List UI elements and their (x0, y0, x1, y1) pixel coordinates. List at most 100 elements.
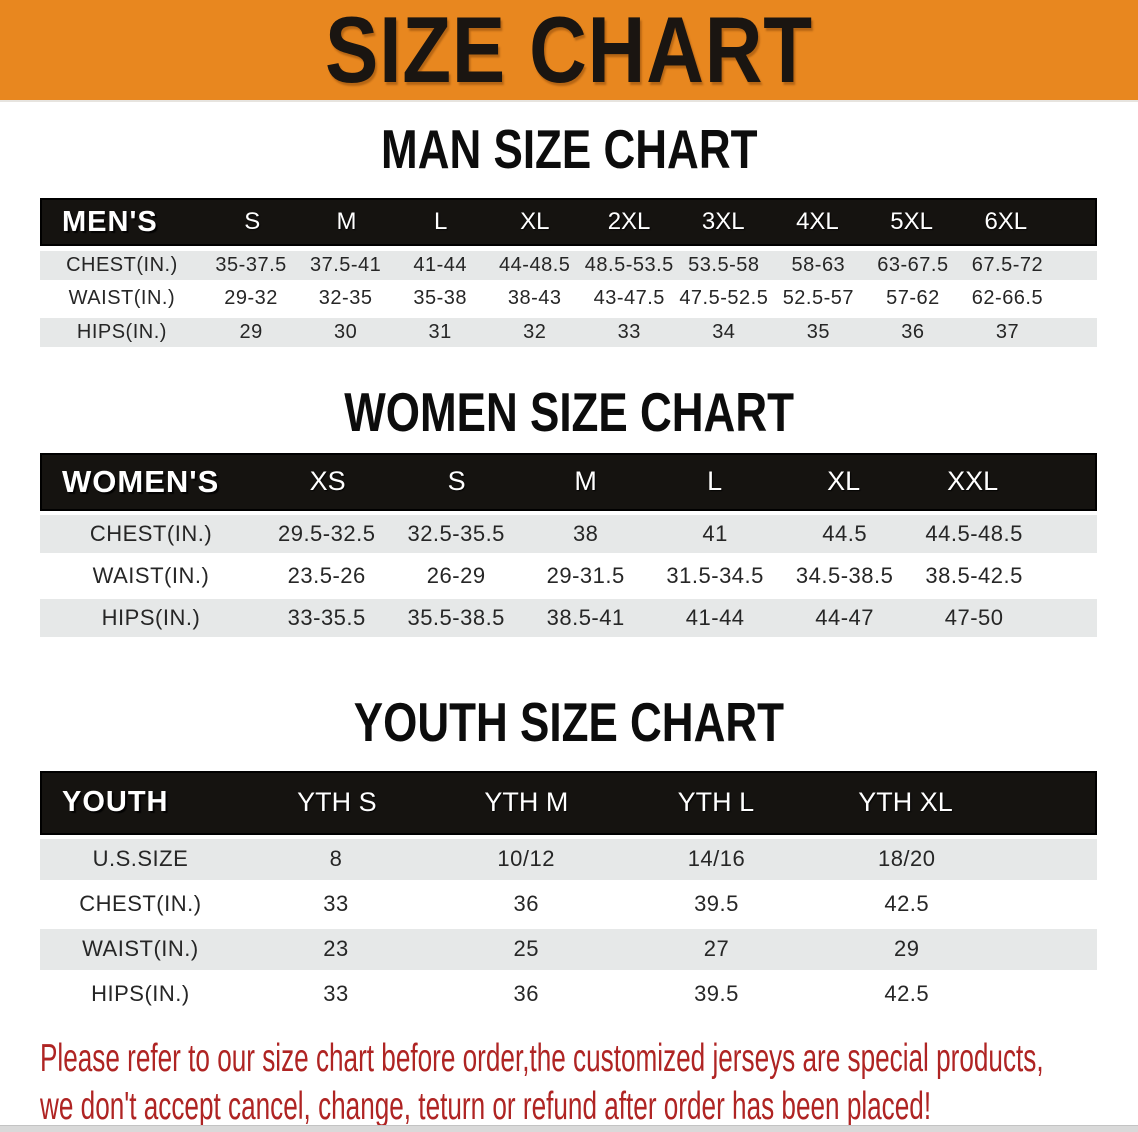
women-size-header-3: M (574, 466, 597, 496)
youth-row-hipsin-label: HIPS(IN.) (91, 981, 190, 1006)
youth-row-chestin: CHEST(IN.) 33 36 39.5 42.5 (40, 883, 1097, 925)
women-row-hipsin-value-6: 47-50 (944, 604, 1004, 630)
youth-row-waistin-value-4: 29 (894, 936, 920, 961)
women-size-header-6: XXL (947, 466, 999, 496)
youth-row-chestin-value-4: 42.5 (884, 891, 930, 916)
men-row-chestin-value-9: 67.5-72 (971, 253, 1044, 276)
men-size-header-6: 3XL (701, 208, 745, 235)
policy-note-line-1: Please refer to our size chart before or… (40, 1036, 1044, 1080)
men-row-waistin-value-2: 32-35 (318, 287, 373, 309)
women-row-chestin-value-4: 41 (702, 520, 728, 546)
youth-row-hipsin-spacer (1002, 974, 1097, 1015)
women-row-chestin: CHEST(IN.) 29.5-32.5 32.5-35.5 38 41 44.5 44.5… (40, 514, 1097, 553)
youth-row-chestin-value-2: 36 (513, 891, 539, 916)
youth-size-header-1: YTH S (297, 787, 377, 817)
women-size-header-2: S (447, 466, 466, 496)
men-row-chestin-spacer (1055, 251, 1097, 280)
women-row-hipsin-value-5: 44-47 (815, 604, 875, 630)
photo-edge-strip (0, 1125, 1138, 1132)
women-row-hipsin-spacer (1039, 599, 1097, 637)
women-corner-label: WOMEN'S (62, 463, 220, 499)
women-row-chestin-spacer (1039, 515, 1097, 553)
youth-row-hipsin: HIPS(IN.) 33 36 39.5 42.5 (40, 973, 1097, 1015)
youth-size-header-2: YTH M (484, 787, 569, 817)
men-row-hipsin-label: HIPS(IN.) (76, 320, 167, 343)
youth-row-ussize-label: U.S.SIZE (92, 846, 189, 871)
man-heading-text: MAN SIZE CHART (380, 118, 758, 180)
men-row-waistin-value-8: 57-62 (886, 287, 940, 309)
women-row-hipsin-value-4: 41-44 (685, 604, 745, 630)
men-size-header-2: M (336, 208, 357, 235)
page-title: SIZE CHART (325, 0, 813, 102)
youth-table-header-row: YOUTH YTH S YTH M YTH L YTH XL (40, 770, 1097, 835)
youth-row-chestin-value-1: 33 (323, 891, 349, 916)
men-size-header-8: 5XL (890, 208, 933, 235)
men-size-header-5: 2XL (607, 208, 651, 235)
men-size-header-1: S (244, 208, 261, 235)
men-row-chestin-value-7: 58-63 (791, 253, 846, 276)
women-row-chestin-value-5: 44.5 (822, 520, 868, 546)
women-header-spacer (1037, 455, 1095, 509)
youth-row-waistin-label: WAIST(IN.) (82, 936, 199, 961)
men-row-hipsin-spacer (1055, 318, 1097, 347)
men-corner-label: MEN'S (62, 205, 158, 238)
women-row-chestin-value-2: 32.5-35.5 (407, 520, 505, 546)
youth-row-chestin-label: CHEST(IN.) (79, 891, 202, 916)
women-row-hipsin: HIPS(IN.) 33-35.5 35.5-38.5 38.5-41 41-44 44-… (40, 598, 1097, 637)
youth-row-ussize: U.S.SIZE 8 10/12 14/16 18/20 (40, 838, 1097, 880)
men-row-hipsin-value-1: 29 (239, 320, 263, 343)
youth-row-chestin-value-3: 39.5 (694, 891, 739, 916)
men-row-hipsin-value-6: 34 (712, 320, 736, 343)
men-row-chestin-value-6: 53.5-58 (688, 253, 760, 276)
men-header-spacer (1053, 200, 1095, 244)
youth-row-waistin-value-2: 25 (513, 936, 539, 961)
women-row-waistin-value-6: 38.5-42.5 (925, 562, 1023, 588)
youth-row-ussize-value-3: 14/16 (687, 846, 746, 871)
youth-corner-label: YOUTH (62, 786, 169, 818)
women-size-header-1: XS (309, 466, 346, 496)
women-row-waistin-spacer (1039, 557, 1097, 595)
men-size-table: MEN'S S M L XL 2XL 3XL 4XL 5XL 6XL CHEST(IN.) 35-37… (40, 198, 1097, 347)
women-row-hipsin-value-1: 33-35.5 (287, 604, 366, 630)
youth-header-spacer (1000, 773, 1095, 833)
men-row-waistin-label: WAIST(IN.) (68, 287, 176, 309)
men-row-chestin-label: CHEST(IN.) (66, 253, 178, 276)
youth-row-ussize-value-2: 10/12 (497, 846, 555, 871)
order-policy-note: Please refer to our size chart before or… (40, 1035, 1138, 1131)
man-section-heading: MAN SIZE CHART (0, 120, 1138, 178)
men-row-hipsin-value-5: 33 (617, 320, 641, 343)
men-row-chestin: CHEST(IN.) 35-37.5 37.5-41 41-44 44-48.5 48.5… (40, 250, 1097, 280)
women-heading-text: WOMEN SIZE CHART (344, 380, 794, 443)
men-row-waistin-value-1: 29-32 (224, 287, 278, 309)
men-row-waistin: WAIST(IN.) 29-32 32-35 35-38 38-43 43-47.5 47.… (40, 284, 1097, 313)
youth-row-waistin-spacer (1002, 929, 1097, 970)
women-row-waistin-value-4: 31.5-34.5 (666, 562, 764, 588)
women-row-hipsin-value-2: 35.5-38.5 (407, 604, 505, 630)
youth-row-hipsin-value-2: 36 (513, 981, 539, 1006)
women-row-hipsin-value-3: 38.5-41 (546, 604, 625, 630)
men-row-chestin-value-5: 48.5-53.5 (584, 253, 674, 276)
men-row-waistin-value-9: 62-66.5 (971, 287, 1044, 309)
women-row-waistin-value-3: 29-31.5 (546, 562, 625, 588)
men-row-waistin-value-5: 43-47.5 (593, 287, 665, 309)
women-row-waistin-value-2: 26-29 (426, 562, 486, 588)
men-row-waistin-value-6: 47.5-52.5 (679, 287, 769, 309)
youth-size-table: YOUTH YTH S YTH M YTH L YTH XL U.S.SIZE 8 10/12… (40, 770, 1097, 1015)
women-row-waistin-value-5: 34.5-38.5 (795, 562, 894, 588)
women-size-header-4: L (707, 466, 723, 496)
men-row-hipsin-value-2: 30 (334, 320, 358, 343)
youth-heading-text: YOUTH SIZE CHART (353, 690, 785, 753)
women-table-header-row: WOMEN'S XS S M L XL XXL (40, 452, 1097, 511)
men-row-waistin-spacer (1055, 284, 1097, 313)
youth-row-ussize-value-1: 8 (329, 846, 343, 871)
women-section-heading: WOMEN SIZE CHART (0, 383, 1138, 441)
youth-size-header-3: YTH L (677, 787, 755, 817)
men-row-hipsin-value-8: 36 (901, 320, 925, 343)
men-size-header-4: XL (520, 208, 550, 235)
women-row-waistin-label: WAIST(IN.) (92, 562, 210, 588)
women-size-header-5: XL (827, 466, 861, 496)
men-row-chestin-value-3: 41-44 (413, 253, 467, 276)
women-row-waistin: WAIST(IN.) 23.5-26 26-29 29-31.5 31.5-34.5 34… (40, 556, 1097, 595)
men-row-waistin-value-3: 35-38 (413, 287, 467, 309)
youth-row-waistin-value-3: 27 (703, 936, 730, 961)
